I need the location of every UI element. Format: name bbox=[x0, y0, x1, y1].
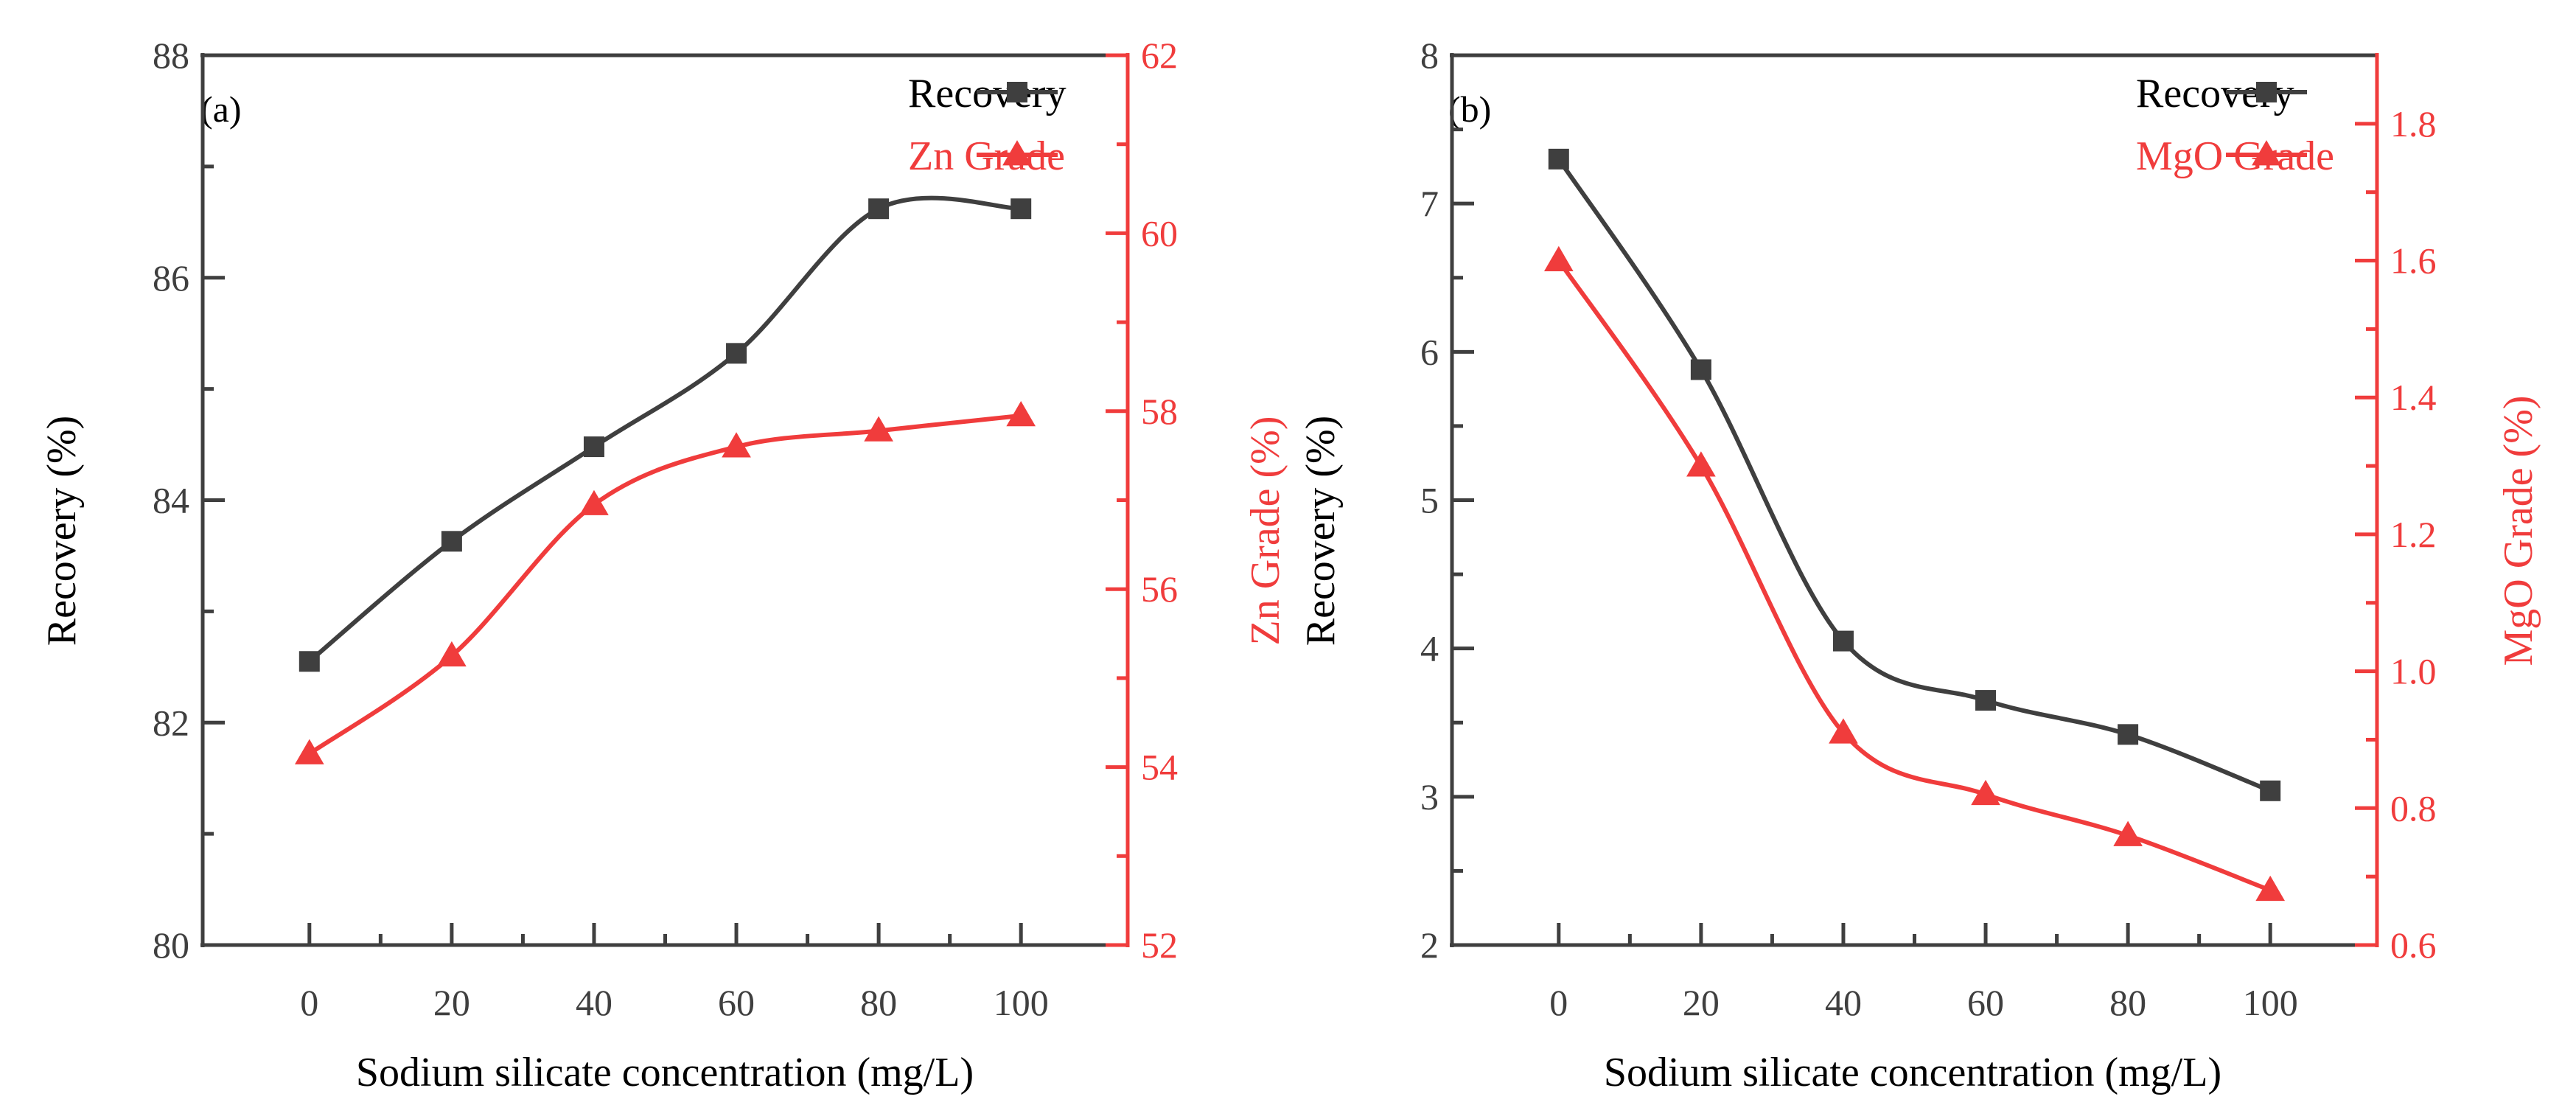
right-tick-label: 54 bbox=[1141, 747, 1178, 788]
right-tick-label: 0.6 bbox=[2390, 924, 2437, 966]
data-point bbox=[441, 531, 462, 552]
x-tick-label: 40 bbox=[576, 982, 612, 1023]
legend-marker bbox=[1007, 82, 1027, 102]
series-line bbox=[307, 195, 1022, 663]
left-tick-label: 7 bbox=[1420, 183, 1439, 224]
right-y-axis-title-b: MgO Grade (%) bbox=[2496, 396, 2541, 666]
right-tick-label: 1.0 bbox=[2390, 651, 2437, 692]
series-line bbox=[1557, 259, 2272, 893]
left-tick-label: 82 bbox=[153, 702, 189, 743]
x-axis-title-a: Sodium silicate concentration (mg/L) bbox=[356, 1050, 974, 1095]
x-tick-label: 100 bbox=[994, 982, 1049, 1023]
data-point bbox=[1543, 245, 1574, 271]
data-point bbox=[583, 436, 604, 458]
left-tick-label: 6 bbox=[1420, 331, 1439, 372]
data-point bbox=[726, 343, 747, 364]
x-tick-label: 60 bbox=[1967, 982, 2004, 1023]
x-tick-label: 60 bbox=[718, 982, 755, 1023]
left-tick-label: 3 bbox=[1420, 776, 1439, 818]
series-line bbox=[1557, 158, 2272, 793]
data-point bbox=[1832, 630, 1854, 652]
x-tick-label: 80 bbox=[2109, 982, 2146, 1023]
right-tick-label: 62 bbox=[1141, 35, 1178, 76]
x-tick-label: 0 bbox=[300, 982, 318, 1023]
series-recovery bbox=[299, 195, 1032, 672]
right-tick-label: 1.2 bbox=[2390, 514, 2437, 555]
legend-marker bbox=[1002, 140, 1032, 166]
left-tick-label: 88 bbox=[153, 35, 189, 76]
panel-a: (a) Sodium silicate concentration (mg/L)… bbox=[39, 35, 1288, 1095]
data-point bbox=[1010, 198, 1032, 220]
data-point bbox=[294, 739, 324, 764]
data-point bbox=[1975, 690, 1997, 711]
data-point bbox=[1971, 779, 2000, 806]
data-point bbox=[437, 641, 467, 667]
data-point bbox=[2118, 724, 2139, 745]
left-tick-label: 80 bbox=[153, 924, 189, 966]
plot-area-1: 0 20 40 60 80 100 2 3 4 5 6 7 8 0.6 0.8 1.0 1.2 1.4 1.6 1.8 bbox=[1420, 35, 2437, 1023]
series-zn-grade bbox=[294, 400, 1036, 764]
right-tick-label: 1.6 bbox=[2390, 240, 2437, 282]
x-tick-label: 0 bbox=[1549, 982, 1568, 1023]
data-point bbox=[579, 489, 609, 515]
legend-marker bbox=[2256, 82, 2277, 102]
panel-label-a: (a) bbox=[200, 88, 242, 130]
plot-area-0: 0 20 40 60 80 100 80 82 84 86 88 52 54 56 58 60 62 bbox=[153, 35, 1178, 1023]
panel-b: (b) Sodium silicate concentration (mg/L)… bbox=[1298, 35, 2541, 1095]
left-y-axis-title-b: Recovery (%) bbox=[1298, 416, 1344, 646]
left-tick-label: 2 bbox=[1420, 924, 1439, 966]
right-tick-label: 1.8 bbox=[2390, 103, 2437, 144]
series-recovery bbox=[1548, 148, 2281, 801]
left-y-axis-title-a: Recovery (%) bbox=[39, 416, 85, 646]
legend-marker bbox=[2252, 140, 2281, 166]
data-point bbox=[722, 432, 751, 458]
x-tick-label: 80 bbox=[860, 982, 897, 1023]
data-point bbox=[2113, 820, 2143, 846]
panel-label-b: (b) bbox=[1448, 88, 1491, 130]
x-tick-label: 20 bbox=[433, 982, 470, 1023]
data-point bbox=[1686, 451, 1716, 477]
x-tick-label: 100 bbox=[2243, 982, 2298, 1023]
right-tick-label: 60 bbox=[1141, 212, 1178, 254]
data-point bbox=[1548, 148, 1569, 170]
x-tick-label: 40 bbox=[1825, 982, 1862, 1023]
right-tick-label: 1.4 bbox=[2390, 377, 2437, 418]
x-axis-title-b: Sodium silicate concentration (mg/L) bbox=[1604, 1050, 2221, 1095]
right-tick-label: 56 bbox=[1141, 568, 1178, 610]
right-tick-label: 52 bbox=[1141, 924, 1178, 966]
data-point bbox=[299, 651, 320, 672]
series-line bbox=[308, 413, 1022, 756]
data-point bbox=[1829, 718, 1858, 744]
data-point bbox=[1006, 400, 1036, 427]
left-tick-label: 4 bbox=[1420, 628, 1439, 669]
data-point bbox=[1690, 359, 1711, 380]
right-tick-label: 0.8 bbox=[2390, 787, 2437, 829]
right-tick-label: 58 bbox=[1141, 391, 1178, 432]
left-tick-label: 5 bbox=[1420, 480, 1439, 521]
left-tick-label: 8 bbox=[1420, 35, 1439, 76]
left-tick-label: 84 bbox=[153, 480, 189, 521]
data-point bbox=[2260, 780, 2281, 801]
data-point bbox=[864, 416, 893, 442]
x-tick-label: 20 bbox=[1683, 982, 1720, 1023]
data-point bbox=[868, 198, 890, 220]
data-point bbox=[2255, 875, 2286, 902]
right-y-axis-title-a: Zn Grade (%) bbox=[1243, 416, 1288, 646]
left-tick-label: 86 bbox=[153, 257, 189, 299]
series-mgo-grade bbox=[1543, 245, 2286, 902]
